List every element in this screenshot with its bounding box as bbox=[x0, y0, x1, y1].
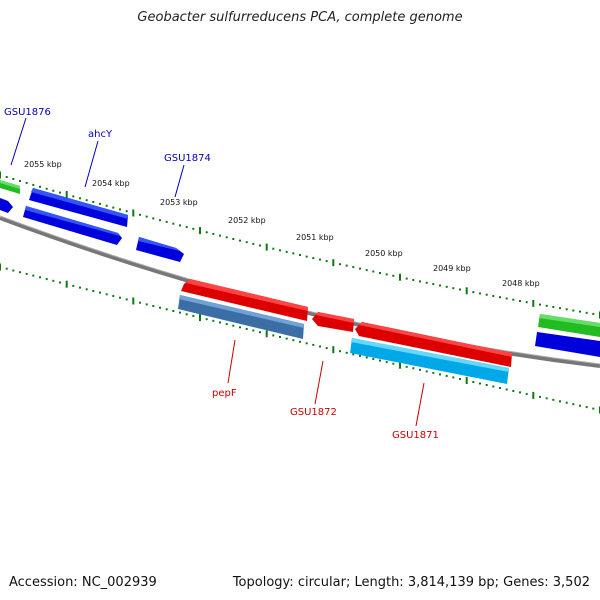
ruler-label: 2051 kbp bbox=[296, 233, 334, 242]
gene-GSU1872-arrow[interactable] bbox=[312, 312, 354, 332]
topology-label: Topology: bbox=[232, 575, 294, 590]
gene-GSU1871-arrow[interactable] bbox=[355, 322, 512, 367]
ruler-label: 2055 kbp bbox=[24, 160, 62, 169]
gene-ahcY-arrow[interactable] bbox=[29, 188, 128, 227]
gene-label[interactable]: GSU1876 bbox=[4, 107, 51, 118]
ruler-label: 2050 kbp bbox=[365, 249, 403, 258]
map-title: Geobacter sulfurreducens PCA, complete g… bbox=[137, 10, 463, 25]
ruler-label: 2049 kbp bbox=[433, 264, 471, 273]
inner-ruler bbox=[0, 263, 600, 414]
gene-label[interactable]: GSU1874 bbox=[164, 153, 211, 164]
label-leader bbox=[415, 382, 425, 427]
gene-label[interactable]: GSU1871 bbox=[392, 430, 439, 441]
label-leader bbox=[174, 164, 185, 198]
gene-blue-arrow[interactable] bbox=[535, 332, 600, 357]
genome-stats-footer: Topology: circular; Length: 3,814,139 bp… bbox=[232, 575, 590, 590]
label-leader bbox=[84, 140, 99, 188]
accession-label: Accession: bbox=[9, 575, 78, 590]
length-value: 3,814,139 bp bbox=[407, 575, 495, 590]
gene-feature-cyan[interactable] bbox=[350, 338, 509, 384]
genes-label: Genes: bbox=[503, 575, 549, 590]
ruler-label: 2053 kbp bbox=[160, 198, 198, 207]
genes-value: 3,502 bbox=[552, 575, 590, 590]
gene-label[interactable]: pepF bbox=[212, 388, 237, 399]
label-leader bbox=[227, 339, 236, 384]
accession-footer: Accession: NC_002939 bbox=[9, 575, 157, 590]
gene-feature-steelblue[interactable] bbox=[178, 295, 304, 339]
gene-feature-green[interactable] bbox=[538, 314, 600, 337]
ruler-label: 2054 kbp bbox=[92, 179, 130, 188]
gene-GSU1876-arrow[interactable] bbox=[0, 198, 13, 213]
gene-label[interactable]: ahcY bbox=[88, 129, 113, 140]
gene-feature-green[interactable] bbox=[0, 180, 20, 194]
gene-pepF-arrow[interactable] bbox=[181, 279, 308, 321]
ruler-label: 2048 kbp bbox=[502, 279, 540, 288]
gene-blue-arrow[interactable] bbox=[23, 206, 122, 245]
label-leader bbox=[10, 117, 27, 166]
topology-value: circular bbox=[297, 575, 346, 590]
outer-ruler bbox=[0, 171, 600, 319]
gene-label[interactable]: GSU1872 bbox=[290, 407, 337, 418]
accession-value: NC_002939 bbox=[81, 575, 157, 590]
ruler-label: 2052 kbp bbox=[228, 216, 266, 225]
length-label: Length: bbox=[354, 575, 404, 590]
gene-GSU1874-arrow[interactable] bbox=[136, 237, 184, 262]
label-leader bbox=[314, 360, 324, 405]
